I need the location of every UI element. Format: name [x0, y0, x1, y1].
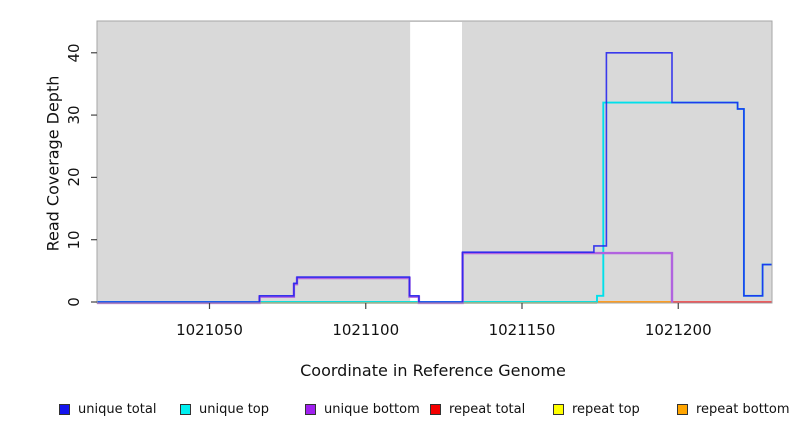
x-axis-title: Coordinate in Reference Genome	[300, 361, 566, 380]
legend-item-unique-total: unique total	[59, 401, 156, 417]
repeat-total-swatch-icon	[430, 403, 441, 415]
legend-item-repeat-top: repeat top	[553, 401, 640, 417]
y-tick-label: 20	[65, 167, 83, 187]
coverage-gap-band	[410, 22, 462, 303]
unique-total-swatch-icon	[59, 403, 70, 415]
unique-top-swatch-icon	[180, 403, 191, 415]
repeat-bottom-swatch-icon	[677, 403, 688, 415]
legend-item-repeat-total: repeat total	[430, 401, 525, 417]
x-tick-label: 1021150	[488, 321, 556, 339]
series-line-unique-total	[97, 52, 772, 303]
legend-label: unique bottom	[324, 401, 420, 417]
legend-label: repeat bottom	[696, 401, 790, 417]
repeat-top-swatch-icon	[553, 403, 564, 415]
legend-item-unique-bottom: unique bottom	[305, 401, 420, 417]
legend-item-repeat-bottom: repeat bottom	[677, 401, 790, 417]
unique-bottom-swatch-icon	[305, 403, 316, 415]
legend-label: unique top	[199, 401, 270, 417]
x-tick-label: 1021200	[644, 321, 712, 339]
legend-label: repeat total	[449, 401, 526, 417]
legend-item-unique-top: unique top	[180, 401, 269, 417]
legend-label: unique total	[78, 401, 157, 417]
plot-border	[96, 20, 773, 304]
legend: unique total unique top unique bottom re…	[0, 401, 792, 421]
y-tick-label: 30	[65, 105, 83, 125]
x-tick-label: 1021050	[176, 321, 243, 339]
y-tick-label: 0	[65, 297, 83, 307]
y-axis-title: Read Coverage Depth	[43, 75, 63, 252]
y-tick-label: 10	[65, 230, 83, 250]
x-tick-label: 1021100	[332, 321, 400, 339]
legend-label: repeat top	[572, 401, 640, 417]
y-tick-label: 40	[65, 43, 83, 63]
